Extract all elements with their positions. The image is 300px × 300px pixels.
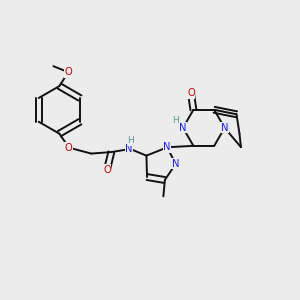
Text: O: O bbox=[187, 88, 195, 98]
Text: N: N bbox=[125, 144, 133, 154]
Text: N: N bbox=[221, 123, 228, 133]
Text: O: O bbox=[65, 142, 73, 153]
Text: O: O bbox=[64, 67, 72, 77]
Text: N: N bbox=[179, 123, 187, 133]
Text: H: H bbox=[127, 136, 134, 145]
Text: H: H bbox=[172, 116, 179, 125]
Text: N: N bbox=[172, 159, 179, 169]
Text: O: O bbox=[103, 165, 111, 175]
Text: N: N bbox=[164, 142, 171, 152]
